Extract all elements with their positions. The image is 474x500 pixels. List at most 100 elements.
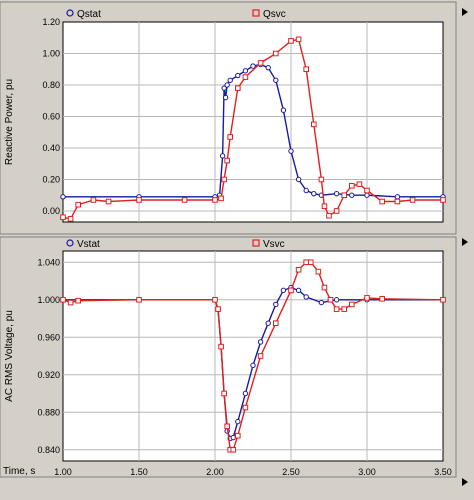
q-ytick-label-1: 0.20 [42, 174, 60, 184]
q-point-qsvc-6 [181, 197, 188, 203]
legend-marker-vstat [66, 239, 74, 247]
v-point-vstat-17 [295, 287, 302, 294]
q-plot-area [62, 21, 444, 223]
q-point-qsvc-24 [341, 192, 347, 199]
q-point-qsvc-17 [295, 36, 302, 43]
v-point-vstat-12 [257, 339, 264, 345]
q-ytick-label-5: 1.00 [42, 48, 60, 58]
q-point-qsvc-22 [326, 212, 332, 219]
v-point-vstat-13 [265, 320, 271, 326]
q-point-qsvc-26 [356, 181, 363, 188]
q-point-qsvc-30 [409, 197, 416, 203]
v-point-vsvc-18 [307, 259, 314, 266]
v-point-vsvc-12 [242, 404, 249, 411]
x-tick-label-3: 2.50 [282, 467, 300, 477]
v-point-vsvc-11 [235, 432, 241, 439]
q-point-qstat-8 [227, 77, 233, 83]
q-point-qsvc-23 [333, 208, 340, 214]
q-point-qstat-7 [224, 82, 230, 88]
legend-q: Qstat Qsvc [66, 9, 286, 20]
q-point-qstat-17 [295, 176, 302, 183]
q-point-qsvc-21 [321, 203, 328, 210]
v-point-vstat-20 [333, 297, 340, 303]
v-point-vstat-10 [242, 390, 249, 397]
v-point-vsvc-6 [218, 343, 224, 350]
q-point-qstat-21 [333, 190, 340, 197]
q-ytick-label-4: 0.80 [42, 80, 60, 90]
legend-qsvc: Qsvc [263, 9, 286, 20]
v-line-vsvc [62, 261, 444, 451]
q-point-qstat-0 [60, 194, 66, 200]
v-ytick-label-2: 0.920 [37, 370, 60, 380]
q-point-qstat-24 [394, 194, 401, 200]
q-point-qsvc-1 [67, 216, 74, 222]
q-point-qstat-4 [219, 153, 226, 159]
q-point-qsvc-20 [318, 176, 325, 183]
v-y-axis-label: AC RMS Voltage, pu [4, 310, 15, 402]
x-axis-label: Time, s [3, 466, 35, 477]
v-point-vstat-15 [280, 287, 287, 294]
q-point-qstat-14 [273, 77, 279, 83]
x-tick-label-2: 2.00 [206, 467, 224, 477]
q-point-qstat-9 [235, 72, 241, 79]
v-point-vstat-9 [235, 418, 241, 425]
q-point-qstat-15 [280, 107, 287, 113]
v-point-vsvc-4 [212, 296, 218, 303]
x-tick-label-5: 3.50 [434, 467, 452, 477]
v-point-vstat-18 [303, 294, 309, 300]
v-point-vsvc-14 [273, 320, 279, 326]
q-ytick-label-3: 0.60 [42, 111, 60, 121]
v-point-vsvc-7 [221, 390, 227, 397]
q-point-qsvc-13 [242, 74, 249, 80]
q-point-qsvc-9 [221, 176, 227, 183]
q-point-qsvc-29 [394, 198, 401, 205]
v-point-vsvc-13 [257, 353, 264, 359]
v-point-vsvc-20 [321, 284, 328, 291]
q-point-qstat-19 [311, 190, 317, 197]
q-point-qstat-10 [242, 68, 249, 74]
q-point-qsvc-5 [136, 197, 142, 203]
v-ytick-label-4: 1.000 [37, 295, 60, 305]
q-point-qstat-11 [250, 63, 256, 69]
q-point-qsvc-11 [227, 134, 233, 140]
q-point-qsvc-27 [364, 187, 370, 194]
v-point-vsvc-8 [224, 423, 230, 430]
q-point-qstat-23 [364, 192, 370, 198]
v-point-vsvc-19 [315, 268, 322, 275]
scroll-arrow-bottom-icon[interactable] [462, 478, 468, 486]
q-y-axis-label: Reactive Power, pu [4, 79, 15, 165]
scroll-arrow-top-icon[interactable] [462, 8, 468, 16]
v-point-vstat-19 [318, 299, 325, 306]
v-point-vsvc-17 [303, 259, 309, 266]
v-point-vsvc-21 [327, 296, 334, 303]
v-point-vsvc-26 [379, 296, 385, 302]
q-point-qsvc-16 [288, 38, 294, 44]
q-point-qsvc-19 [311, 121, 317, 128]
q-point-qsvc-2 [75, 201, 82, 208]
q-point-qsvc-12 [235, 85, 241, 91]
v-point-vsvc-27 [440, 296, 446, 303]
scroll-arrow-mid-icon[interactable] [462, 238, 468, 246]
legend-qstat: Qstat [77, 9, 101, 20]
q-point-qsvc-15 [273, 50, 279, 57]
q-point-qsvc-8 [218, 195, 224, 202]
v-point-vsvc-5 [215, 306, 221, 312]
v-point-vsvc-22 [333, 306, 340, 312]
v-point-vsvc-1 [67, 299, 74, 306]
v-ytick-label-3: 0.960 [37, 332, 60, 342]
q-point-qsvc-31 [440, 197, 446, 203]
v-point-vstat-11 [250, 362, 256, 369]
q-point-qsvc-18 [303, 66, 309, 73]
x-tick-label-4: 3.00 [358, 467, 376, 477]
legend-vsvc: Vsvc [263, 239, 285, 250]
x-tick-label-0: 1.00 [54, 467, 72, 477]
legend-vstat: Vstat [77, 239, 100, 250]
q-point-qsvc-4 [105, 198, 112, 205]
x-tick-label-1: 1.50 [130, 467, 148, 477]
v-point-vsvc-24 [349, 301, 355, 308]
q-point-qsvc-10 [224, 157, 230, 164]
v-point-vsvc-16 [295, 266, 302, 273]
v-point-vstat-8 [230, 434, 236, 441]
v-ytick-label-5: 1.040 [37, 257, 60, 267]
q-point-qstat-22 [349, 192, 355, 198]
